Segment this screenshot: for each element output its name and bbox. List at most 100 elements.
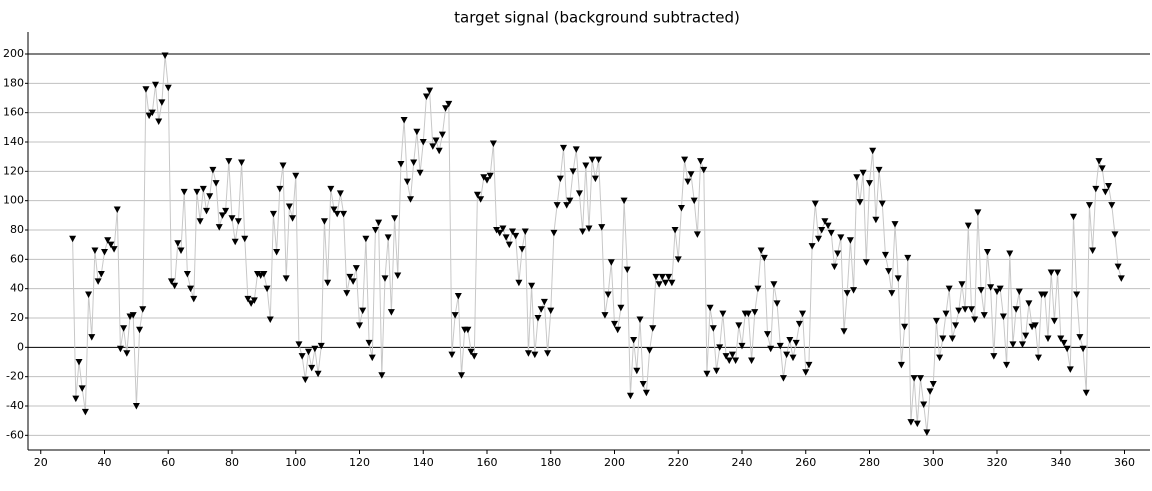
x-tick-label: 100 bbox=[285, 456, 306, 469]
marker bbox=[534, 315, 542, 322]
marker bbox=[566, 197, 574, 205]
marker bbox=[343, 290, 351, 297]
marker bbox=[324, 279, 332, 287]
marker bbox=[180, 188, 188, 196]
signal-line bbox=[72, 55, 1122, 433]
marker bbox=[706, 304, 714, 312]
marker bbox=[470, 353, 478, 360]
marker bbox=[907, 419, 915, 426]
marker bbox=[850, 287, 858, 294]
marker bbox=[579, 228, 587, 235]
x-tick-label: 260 bbox=[795, 456, 816, 469]
marker bbox=[228, 215, 236, 222]
marker bbox=[910, 375, 918, 382]
marker bbox=[977, 287, 985, 294]
marker bbox=[837, 234, 845, 241]
marker bbox=[725, 357, 733, 365]
marker bbox=[171, 282, 179, 290]
marker bbox=[1108, 202, 1116, 209]
y-tick-label: 140 bbox=[3, 135, 24, 148]
marker bbox=[709, 325, 717, 332]
marker bbox=[881, 251, 889, 259]
marker bbox=[987, 284, 995, 291]
y-tick-label: -20 bbox=[6, 370, 24, 383]
y-tick-label: 200 bbox=[3, 47, 24, 60]
marker bbox=[722, 353, 730, 360]
marker bbox=[703, 370, 711, 378]
marker bbox=[381, 275, 389, 282]
marker bbox=[748, 357, 756, 365]
marker bbox=[104, 237, 112, 244]
marker bbox=[1089, 247, 1097, 255]
marker bbox=[789, 354, 797, 362]
marker bbox=[611, 320, 618, 328]
marker bbox=[521, 228, 529, 235]
marker bbox=[805, 361, 813, 369]
marker bbox=[1114, 263, 1122, 271]
marker bbox=[633, 367, 641, 375]
marker bbox=[458, 372, 465, 379]
marker bbox=[824, 222, 832, 230]
marker bbox=[738, 342, 746, 350]
marker bbox=[620, 197, 628, 205]
y-tick-label: 120 bbox=[3, 164, 24, 177]
marker bbox=[808, 243, 816, 250]
marker bbox=[1111, 231, 1119, 238]
marker bbox=[1098, 165, 1106, 172]
y-tick-label: 180 bbox=[3, 76, 24, 89]
marker bbox=[356, 322, 363, 329]
marker bbox=[292, 172, 300, 180]
marker bbox=[279, 162, 287, 169]
marker bbox=[285, 203, 293, 211]
marker bbox=[1006, 250, 1014, 257]
marker bbox=[1076, 334, 1084, 341]
marker bbox=[435, 147, 443, 155]
marker bbox=[700, 166, 708, 174]
marker bbox=[942, 310, 950, 318]
y-tick-label: 20 bbox=[10, 311, 24, 324]
marker bbox=[572, 146, 580, 153]
marker bbox=[81, 408, 89, 416]
y-tick-label: 40 bbox=[10, 282, 24, 295]
marker bbox=[378, 372, 386, 379]
marker bbox=[1009, 341, 1017, 348]
marker bbox=[668, 279, 676, 287]
marker bbox=[384, 234, 392, 241]
marker bbox=[1044, 335, 1052, 343]
marker bbox=[391, 215, 399, 222]
marker bbox=[241, 235, 249, 243]
marker bbox=[512, 232, 520, 240]
marker bbox=[754, 285, 762, 293]
marker bbox=[410, 159, 418, 167]
marker bbox=[320, 218, 328, 225]
marker bbox=[630, 337, 638, 344]
marker bbox=[496, 229, 504, 237]
marker bbox=[563, 202, 571, 209]
marker bbox=[509, 228, 516, 235]
marker bbox=[732, 357, 740, 365]
marker bbox=[333, 210, 341, 218]
marker bbox=[1073, 291, 1081, 299]
marker bbox=[655, 281, 663, 288]
marker bbox=[862, 259, 870, 266]
marker bbox=[518, 246, 526, 253]
marker bbox=[990, 353, 998, 360]
marker bbox=[174, 240, 182, 247]
marker bbox=[923, 429, 931, 436]
x-tick-label: 240 bbox=[732, 456, 753, 469]
marker bbox=[101, 249, 108, 256]
marker bbox=[671, 227, 679, 234]
marker bbox=[397, 161, 405, 168]
marker bbox=[697, 158, 705, 165]
marker bbox=[190, 295, 198, 303]
marker bbox=[136, 326, 144, 334]
marker bbox=[996, 285, 1004, 293]
marker bbox=[1050, 317, 1058, 325]
marker bbox=[301, 376, 309, 384]
marker bbox=[1022, 332, 1030, 340]
marker bbox=[926, 388, 934, 395]
marker bbox=[132, 403, 140, 410]
marker bbox=[802, 369, 810, 376]
marker bbox=[662, 279, 669, 287]
marker bbox=[779, 375, 787, 382]
